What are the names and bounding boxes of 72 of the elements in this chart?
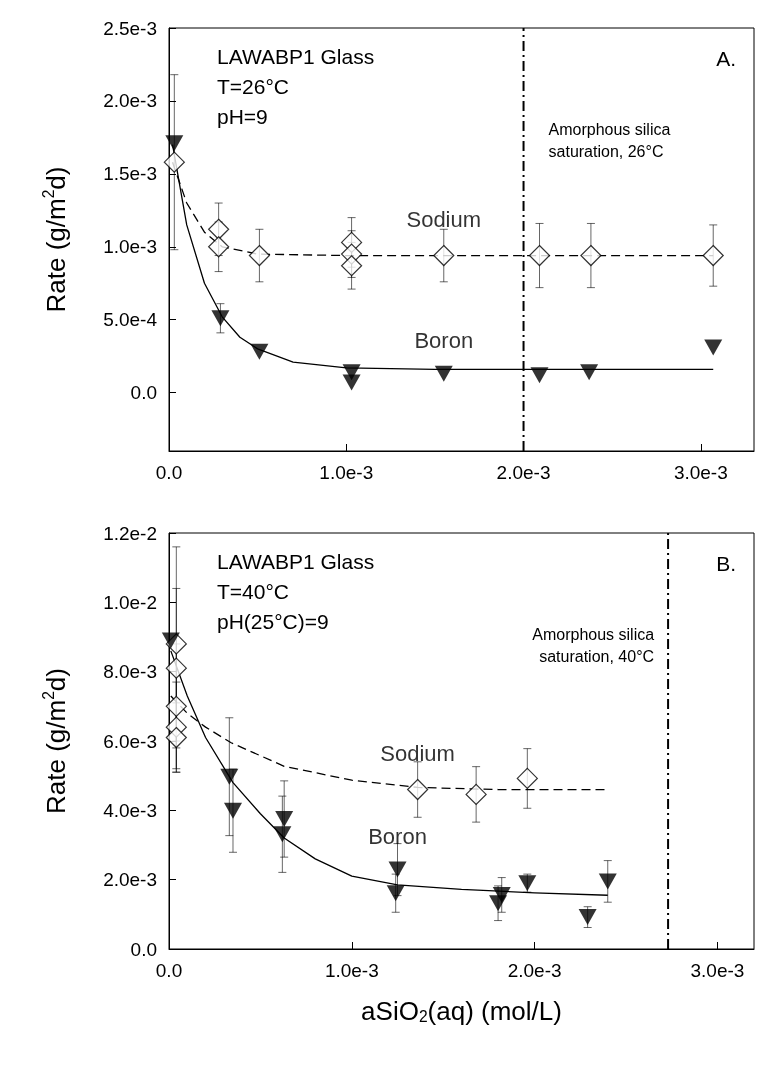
series-label: Boron bbox=[414, 328, 474, 354]
y-axis-title: Rate (g/m2d) bbox=[40, 166, 71, 313]
series-label: Boron bbox=[368, 824, 427, 850]
y-tick-label: 2.0e-3 bbox=[103, 90, 157, 112]
annotation: pH=9 bbox=[217, 105, 268, 128]
point bbox=[165, 726, 187, 749]
annotation: B. bbox=[716, 552, 736, 575]
point bbox=[489, 895, 508, 912]
ref-line-label: Amorphous silica saturation, 26°C bbox=[548, 120, 671, 160]
y-tick-label: 1.2e-2 bbox=[103, 522, 157, 544]
x-tick-label: 0.0 bbox=[155, 462, 183, 483]
point bbox=[580, 244, 602, 267]
point bbox=[248, 244, 271, 267]
point bbox=[273, 826, 292, 843]
point bbox=[223, 802, 242, 819]
y-axis-title: Rate (g/m2d) bbox=[40, 668, 71, 814]
point bbox=[433, 244, 455, 267]
point bbox=[530, 367, 549, 384]
point bbox=[161, 632, 180, 649]
x-tick-label: 0.0 bbox=[155, 960, 183, 981]
point bbox=[386, 885, 405, 902]
y-tick-label: 6.0e-3 bbox=[103, 730, 157, 752]
point bbox=[165, 695, 187, 717]
y-tick-label: 2.5e-3 bbox=[103, 17, 157, 39]
point bbox=[407, 778, 429, 801]
y-tick-label: 1.0e-3 bbox=[103, 236, 157, 258]
point bbox=[250, 343, 269, 360]
point bbox=[704, 339, 723, 356]
point bbox=[528, 244, 551, 267]
series-label: Sodium bbox=[380, 741, 455, 767]
annotation: pH(25°C)=9 bbox=[217, 610, 329, 633]
point bbox=[163, 151, 185, 173]
y-tick-label: 8.0e-3 bbox=[103, 661, 157, 683]
point bbox=[165, 135, 184, 152]
y-tick-label: 5.0e-4 bbox=[103, 309, 158, 331]
point bbox=[388, 861, 407, 878]
point bbox=[578, 909, 597, 926]
point bbox=[220, 768, 239, 785]
y-tick-label: 0.0 bbox=[130, 382, 157, 404]
x-tick-label: 1.0e-3 bbox=[324, 960, 379, 981]
y-tick-label: 1.0e-2 bbox=[103, 591, 157, 613]
y-tick-label: 2.0e-3 bbox=[103, 869, 157, 891]
annotation: LAWABP1 Glass bbox=[217, 550, 375, 573]
x-tick-label: 3.0e-3 bbox=[690, 960, 745, 981]
annotation: LAWABP1 Glass bbox=[217, 45, 375, 68]
x-tick-label: 3.0e-3 bbox=[673, 462, 728, 483]
y-tick-label: 4.0e-3 bbox=[103, 799, 157, 821]
annotation: T=26°C bbox=[217, 75, 290, 98]
point bbox=[598, 873, 617, 890]
annotation: T=40°C bbox=[217, 580, 290, 603]
y-tick-label: 1.5e-3 bbox=[103, 163, 157, 185]
x-axis-title: aSiO2(aq) (mol/L) bbox=[361, 995, 562, 1026]
x-tick-label: 2.0e-3 bbox=[496, 462, 551, 483]
point bbox=[702, 244, 724, 267]
point bbox=[465, 783, 487, 805]
point bbox=[580, 364, 599, 381]
point bbox=[275, 811, 294, 827]
point bbox=[516, 767, 538, 790]
point bbox=[340, 255, 363, 277]
x-tick-label: 2.0e-3 bbox=[507, 960, 562, 981]
y-tick-label: 0.0 bbox=[130, 938, 157, 960]
point bbox=[208, 218, 230, 240]
point bbox=[208, 236, 230, 258]
point bbox=[211, 310, 230, 327]
annotation: A. bbox=[716, 47, 736, 70]
point bbox=[342, 374, 361, 391]
series-label: Sodium bbox=[406, 207, 482, 233]
ref-line-label: Amorphous silica saturation, 40°C bbox=[532, 625, 655, 665]
x-tick-label: 1.0e-3 bbox=[319, 462, 374, 483]
point bbox=[518, 875, 537, 892]
point bbox=[165, 657, 187, 679]
point bbox=[434, 365, 453, 382]
